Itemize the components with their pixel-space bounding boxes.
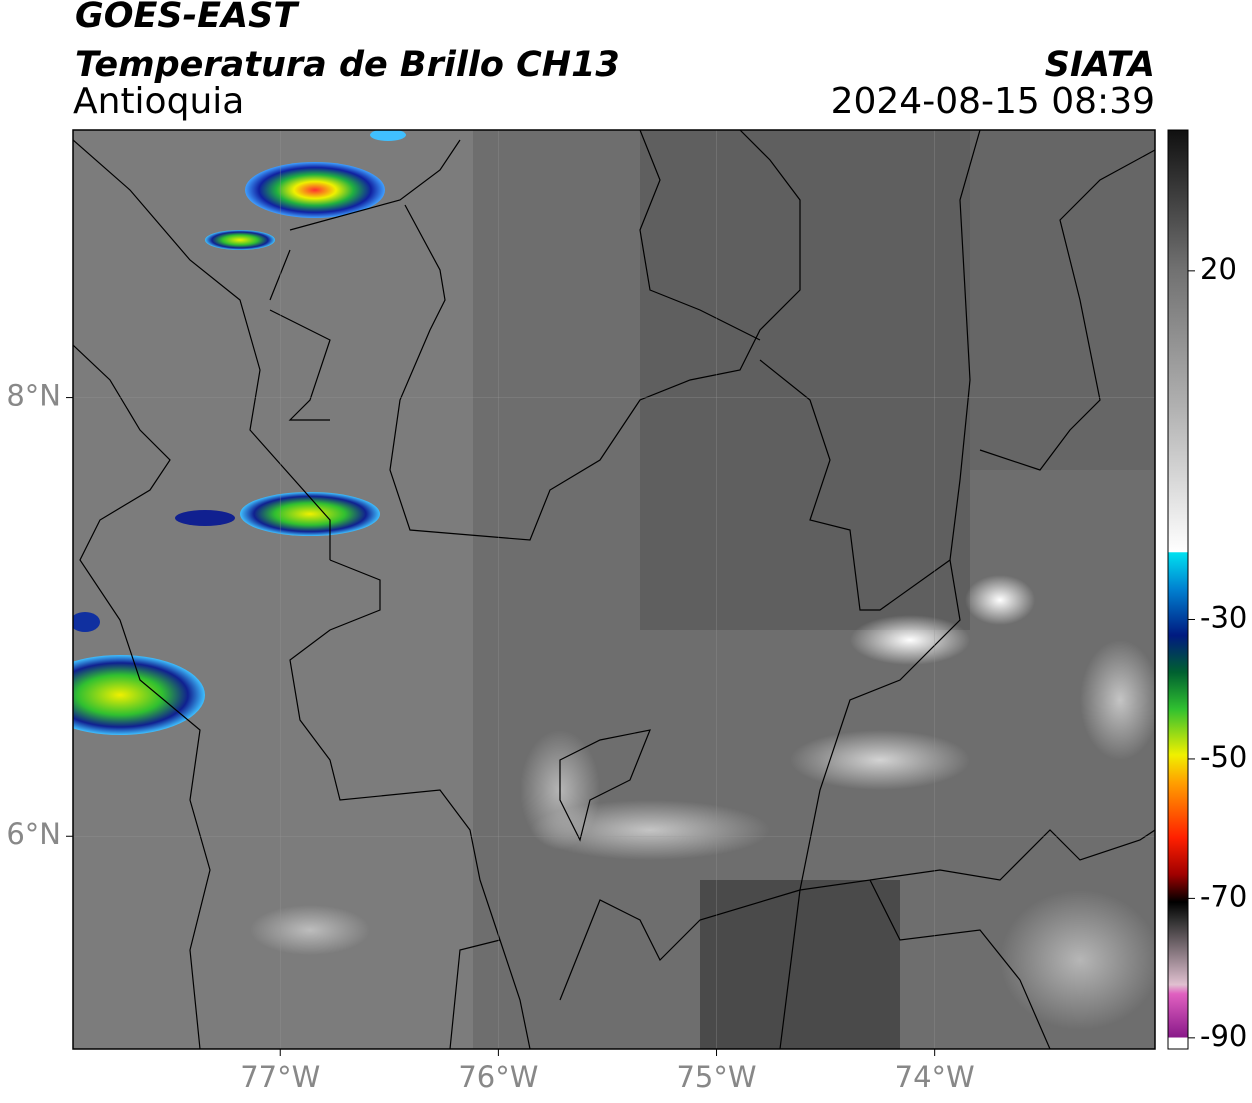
colorbar — [1167, 129, 1189, 1050]
map-frame — [72, 129, 1156, 1050]
x-tick-label: 75°W — [676, 1060, 756, 1094]
subtitle: Temperatura de Brillo CH13 — [75, 45, 620, 85]
y-tick-label: 6°N — [6, 817, 61, 851]
satellite-image — [73, 130, 1155, 1049]
x-tick-label: 77°W — [240, 1060, 320, 1094]
y-tick-label: 8°N — [6, 379, 61, 413]
colorbar-tick-label: 20 — [1200, 252, 1237, 286]
grid — [73, 130, 1155, 1049]
source: SIATA — [1045, 45, 1155, 85]
title: GOES-EAST — [75, 0, 300, 36]
colorbar-tick-label: -70 — [1200, 879, 1247, 913]
colorbar-tick-label: -50 — [1200, 740, 1247, 774]
region: Antioquia — [73, 81, 244, 122]
colorbar-tick-label: -30 — [1200, 600, 1247, 634]
datetime: 2024-08-15 08:39 — [831, 81, 1155, 122]
colorbar-tick-label: -90 — [1200, 1019, 1247, 1053]
x-tick-label: 74°W — [895, 1060, 975, 1094]
x-tick-label: 76°W — [458, 1060, 538, 1094]
